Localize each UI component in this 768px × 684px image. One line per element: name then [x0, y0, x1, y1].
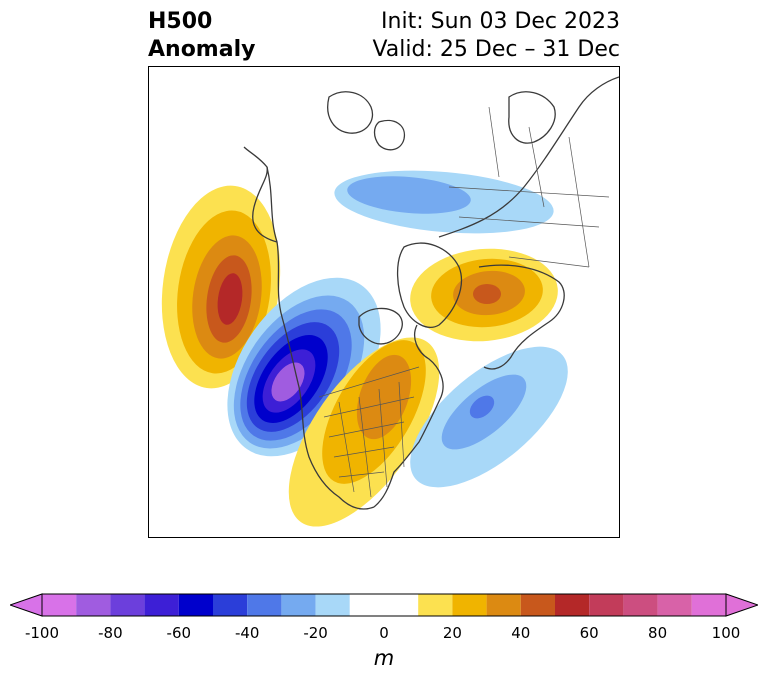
- colorbar-tick-label: -100: [24, 624, 60, 642]
- colorbar-cell: [247, 594, 282, 616]
- anomaly-europe-ridge: [410, 248, 558, 342]
- colorbar-tick-label: 40: [511, 624, 531, 642]
- colorbar-cell: [213, 594, 248, 616]
- colorbar-cell: [486, 594, 521, 616]
- colorbar-tick-label: 0: [379, 624, 389, 642]
- colorbar-tick-label: -80: [98, 624, 123, 642]
- colorbar-cell: [452, 594, 487, 616]
- colorbar-cell: [623, 594, 658, 616]
- anomaly-fields: [161, 170, 568, 527]
- colorbar-unit: m: [373, 646, 395, 670]
- colorbar-cell: [76, 594, 111, 616]
- colorbar-cell: [555, 594, 590, 616]
- coastlines: [243, 76, 619, 510]
- colorbar-tick-label: 100: [711, 624, 741, 642]
- colorbar-cell: [42, 594, 77, 616]
- colorbar-cell: [281, 594, 316, 616]
- colorbar-cell: [144, 594, 179, 616]
- valid-range: Valid: 25 Dec – 31 Dec: [372, 37, 620, 62]
- anomaly-map: [148, 66, 620, 538]
- map-title: H500 Anomaly: [148, 8, 255, 64]
- colorbar-tick-label: -60: [166, 624, 192, 642]
- anomaly-gulf-of-alaska-ridge: [161, 185, 281, 389]
- colorbar: [10, 593, 758, 617]
- colorbar-extend-low: [10, 593, 43, 617]
- colorbar-cell: [691, 594, 726, 616]
- colorbar-tick-label: 60: [579, 624, 599, 642]
- colorbar-ticks: -100 -80 -60 -40 -20 0 20 40 60 80 100: [10, 624, 758, 644]
- title-line-2: Anomaly: [148, 37, 256, 62]
- init-date: Init: Sun 03 Dec 2023: [381, 9, 620, 34]
- colorbar-frame: [41, 593, 727, 617]
- colorbar-cell: [315, 594, 350, 616]
- colorbar-tick-label: -20: [303, 624, 328, 642]
- colorbar-cell: [110, 594, 145, 616]
- forecast-dates: Init: Sun 03 Dec 2023 Valid: 25 Dec – 31…: [372, 8, 620, 64]
- political-borders: [318, 106, 610, 498]
- colorbar-tick-label: 80: [648, 624, 668, 642]
- title-line-1: H500: [148, 9, 213, 34]
- colorbar-extend-high: [725, 593, 758, 617]
- colorbar-cells: [42, 594, 726, 616]
- colorbar-tick-label: -40: [234, 624, 260, 642]
- colorbar-cell: [589, 594, 624, 616]
- colorbar-tick-label: 20: [442, 624, 462, 642]
- map-canvas: [161, 76, 619, 527]
- anomaly-arctic-trough: [334, 170, 554, 234]
- anomaly-atlantic-trough: [410, 346, 568, 488]
- colorbar-cell: [349, 594, 419, 616]
- colorbar-cell: [178, 594, 213, 616]
- colorbar-cell: [418, 594, 453, 616]
- colorbar-cell: [520, 594, 555, 616]
- colorbar-cell: [657, 594, 692, 616]
- anomaly-central-ridge: [288, 337, 440, 527]
